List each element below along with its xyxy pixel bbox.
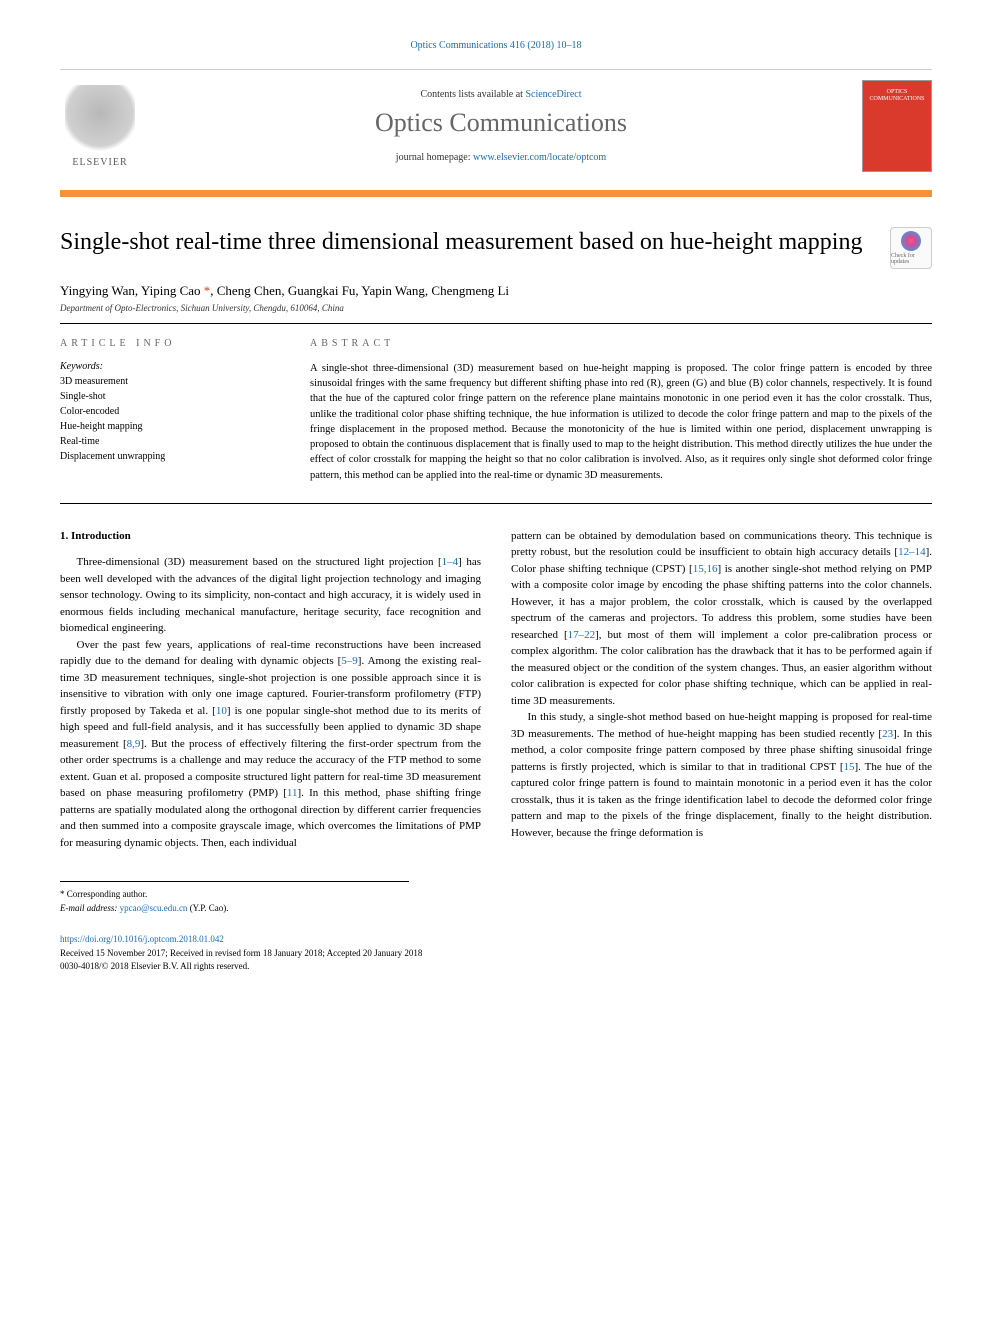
- banner-center: Contents lists available at ScienceDirec…: [160, 89, 842, 163]
- keywords-label: Keywords:: [60, 361, 260, 372]
- check-updates-label: Check for updates: [891, 253, 931, 265]
- publisher-name: ELSEVIER: [72, 157, 127, 168]
- doi-block: https://doi.org/10.1016/j.optcom.2018.01…: [60, 933, 932, 974]
- body-paragraph: Over the past few years, applications of…: [60, 637, 481, 852]
- body-paragraph: Three-dimensional (3D) measurement based…: [60, 554, 481, 637]
- body-paragraph: pattern can be obtained by demodulation …: [511, 528, 932, 710]
- article-info-label: ARTICLE INFO: [60, 338, 260, 349]
- article-info-row: ARTICLE INFO Keywords: 3D measurement Si…: [60, 338, 932, 483]
- corr-author-label: * Corresponding author.: [60, 888, 409, 902]
- cover-title-line2: COMMUNICATIONS: [869, 96, 924, 103]
- authors-line: Yingying Wan, Yiping Cao *, Cheng Chen, …: [60, 283, 932, 299]
- check-updates-badge[interactable]: Check for updates: [890, 227, 932, 269]
- homepage-prefix: journal homepage:: [396, 152, 473, 163]
- orange-divider: [60, 190, 932, 197]
- affiliation: Department of Opto-Electronics, Sichuan …: [60, 303, 932, 313]
- elsevier-tree-icon: [65, 85, 135, 155]
- keyword-item: Displacement unwrapping: [60, 449, 260, 464]
- journal-name: Optics Communications: [160, 108, 842, 138]
- contents-line: Contents lists available at ScienceDirec…: [160, 89, 842, 100]
- email-line: E-mail address: ypcao@scu.edu.cn (Y.P. C…: [60, 902, 409, 916]
- keyword-item: Color-encoded: [60, 404, 260, 419]
- divider-bottom: [60, 503, 932, 504]
- cover-title-line1: OPTICS: [887, 89, 908, 96]
- article-info-left: ARTICLE INFO Keywords: 3D measurement Si…: [60, 338, 260, 483]
- elsevier-logo: ELSEVIER: [60, 81, 140, 171]
- contents-prefix: Contents lists available at: [420, 89, 525, 100]
- journal-cover-thumbnail: OPTICS COMMUNICATIONS: [862, 80, 932, 172]
- column-left: 1. Introduction Three-dimensional (3D) m…: [60, 528, 481, 852]
- email-author-name: (Y.P. Cao).: [187, 903, 228, 913]
- article-title: Single-shot real-time three dimensional …: [60, 227, 870, 258]
- keywords-list: 3D measurement Single-shot Color-encoded…: [60, 374, 260, 464]
- body-columns: 1. Introduction Three-dimensional (3D) m…: [60, 528, 932, 852]
- keyword-item: Real-time: [60, 434, 260, 449]
- received-dates: Received 15 November 2017; Received in r…: [60, 947, 932, 961]
- page-container: Optics Communications 416 (2018) 10–18 E…: [0, 0, 992, 1004]
- keyword-item: Hue-height mapping: [60, 419, 260, 434]
- keyword-item: Single-shot: [60, 389, 260, 404]
- intro-heading: 1. Introduction: [60, 528, 481, 545]
- abstract-label: ABSTRACT: [310, 338, 932, 349]
- citation-header: Optics Communications 416 (2018) 10–18: [60, 40, 932, 51]
- homepage-link[interactable]: www.elsevier.com/locate/optcom: [473, 152, 606, 163]
- doi-link[interactable]: https://doi.org/10.1016/j.optcom.2018.01…: [60, 934, 224, 944]
- body-paragraph: In this study, a single-shot method base…: [511, 709, 932, 841]
- column-right: pattern can be obtained by demodulation …: [511, 528, 932, 852]
- abstract-text: A single-shot three-dimensional (3D) mea…: [310, 361, 932, 483]
- email-label: E-mail address:: [60, 903, 120, 913]
- authors-text: Yingying Wan, Yiping Cao *, Cheng Chen, …: [60, 283, 509, 298]
- sciencedirect-link[interactable]: ScienceDirect: [525, 89, 581, 100]
- title-row: Single-shot real-time three dimensional …: [60, 227, 932, 269]
- homepage-line: journal homepage: www.elsevier.com/locat…: [160, 152, 842, 163]
- corresponding-author-block: * Corresponding author. E-mail address: …: [60, 881, 409, 915]
- journal-banner: ELSEVIER Contents lists available at Sci…: [60, 69, 932, 182]
- email-link[interactable]: ypcao@scu.edu.cn: [120, 903, 188, 913]
- keyword-item: 3D measurement: [60, 374, 260, 389]
- copyright-line: 0030-4018/© 2018 Elsevier B.V. All right…: [60, 960, 932, 974]
- crossmark-icon: [901, 231, 921, 251]
- abstract-block: ABSTRACT A single-shot three-dimensional…: [310, 338, 932, 483]
- divider-top: [60, 323, 932, 324]
